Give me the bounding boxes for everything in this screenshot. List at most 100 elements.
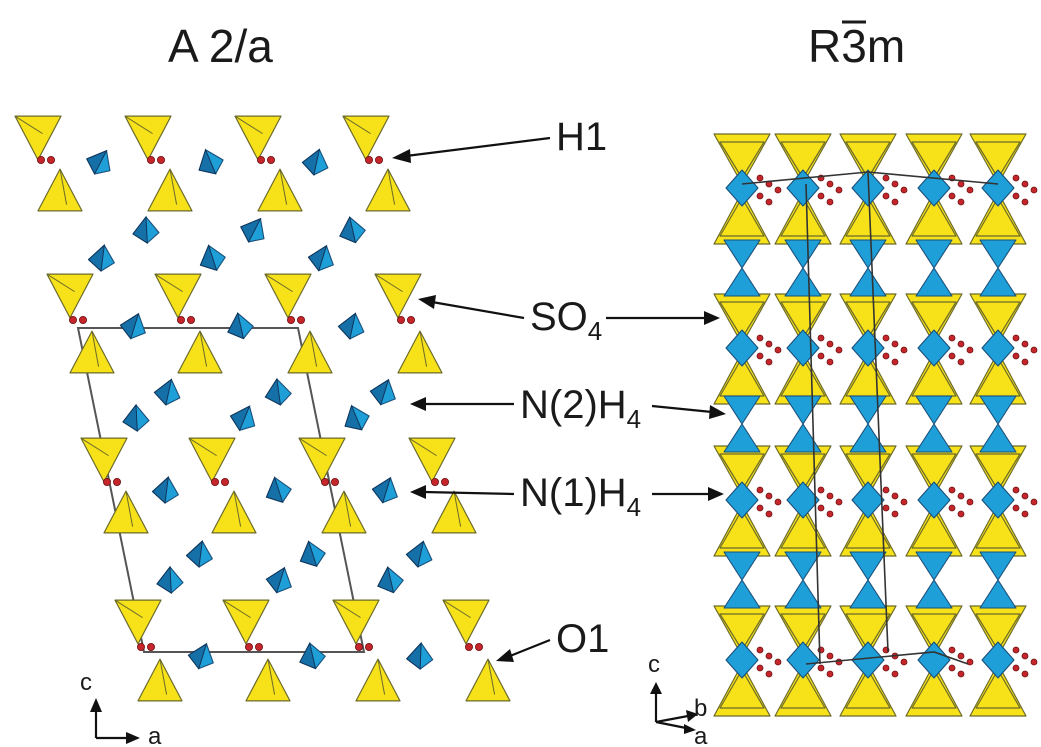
sulfate-face (177, 330, 223, 374)
oxygen-atom (765, 198, 773, 206)
ammonium-face (915, 267, 953, 297)
oxygen-atom (37, 155, 46, 164)
sulfate-edge (222, 599, 251, 619)
sulfate-face (365, 168, 411, 212)
oxygen-atom (440, 477, 449, 486)
ammonium-face (917, 481, 951, 519)
sulfate-face (69, 330, 115, 374)
oxygen-atom (765, 670, 773, 678)
sulfate-edge (377, 659, 386, 695)
right-title-bar-digit: 3 (841, 20, 867, 72)
sulfate-face (780, 613, 826, 651)
right-axis-a-label: a (694, 723, 708, 747)
sulfate-tetrahedron (147, 168, 193, 212)
ammonium-tetrahedron (371, 476, 398, 504)
sulfate-tetrahedron (332, 599, 380, 645)
oxygen-atom (756, 352, 764, 360)
sulfate-tetrahedron (245, 658, 291, 702)
oxygen-atom (948, 646, 956, 654)
oxygen-atom (1021, 180, 1029, 188)
sulfate-edge (188, 437, 217, 457)
oxygen-atom (891, 358, 899, 366)
sulfate-face (911, 613, 957, 651)
right-title: R3m (808, 20, 905, 72)
sulfate-face (321, 490, 367, 534)
ammonium-face (784, 551, 822, 581)
right-polyhedra-columns (713, 133, 1027, 717)
oxygen-atom (957, 358, 965, 366)
oxygen-atom (891, 198, 899, 206)
sulfate-face (780, 141, 826, 179)
sulfate-face (975, 453, 1021, 491)
oxygen-pair (320, 477, 339, 486)
ammonium-shade (119, 312, 140, 340)
right-axis-c-head (650, 682, 662, 694)
sulfate-face (845, 509, 891, 549)
oxygen-atom (69, 315, 78, 324)
ammonium-face (979, 395, 1017, 425)
ammonium-face (981, 329, 1015, 367)
ammonium-shade (371, 476, 392, 504)
ammonium-shade (199, 243, 218, 271)
left-sulfate-tetrahedra (14, 115, 511, 702)
oxygen-atom (1021, 510, 1029, 518)
oxygen-pair (430, 477, 449, 486)
ammonium-face (725, 641, 759, 679)
ammonium-tetrahedron (132, 215, 160, 244)
sulfate-face (719, 141, 765, 179)
sulfate-edge (46, 273, 75, 293)
oxygen-atom (210, 477, 219, 486)
ammonium-face (723, 395, 761, 425)
oxygen-pair (256, 155, 275, 164)
ammonium-tetrahedron (227, 311, 254, 340)
sulfate-tetrahedron (137, 658, 183, 702)
ammonium-shade (87, 243, 105, 273)
sulfate-tetrahedron (397, 330, 443, 374)
sulfate-face (975, 141, 1021, 179)
sulfate-face (911, 141, 957, 179)
label-o1-text: O1 (556, 617, 609, 661)
sulfate-face (911, 669, 957, 709)
oxygen-atom (296, 315, 305, 324)
ammonium-face (979, 267, 1017, 297)
oxygen-atom (948, 352, 956, 360)
sulfate-face (780, 197, 826, 237)
sulfate-tetrahedron (114, 599, 162, 645)
sulfate-face (147, 168, 193, 212)
ammonium-shade (339, 215, 357, 244)
sulfate-tetrahedron (257, 168, 303, 212)
n1h4-sub: 4 (627, 492, 641, 522)
ammonium-shade (122, 403, 138, 432)
ammonium-shade (377, 565, 395, 594)
oxygen-atom (826, 510, 834, 518)
oxygen-atom (256, 155, 265, 164)
oxygen-atom (765, 652, 773, 660)
sulfate-face (46, 273, 94, 319)
sulfate-face (719, 509, 765, 549)
oxygen-atom (1021, 670, 1029, 678)
ammonium-face (723, 267, 761, 297)
sulfate-edge (264, 273, 293, 293)
ammonium-tetrahedron (240, 217, 265, 243)
sulfate-tetrahedron (287, 330, 333, 374)
ammonium-shade (86, 149, 108, 175)
oxygen-atom (186, 315, 195, 324)
oxygen-pair (210, 477, 229, 486)
arrowhead-so4-left (418, 295, 436, 309)
ammonium-face (725, 481, 759, 519)
ammonium-face (981, 641, 1015, 679)
sulfate-tetrahedron (465, 658, 511, 702)
sulfate-face (114, 599, 162, 645)
sulfate-tetrahedron (355, 658, 401, 702)
oxygen-atom (948, 664, 956, 672)
polyhedra-column (713, 133, 771, 717)
sulfate-edge (80, 437, 109, 457)
oxygen-atom (882, 352, 890, 360)
sulfate-tetrahedron (234, 115, 282, 161)
sulfate-face (332, 599, 380, 645)
arrow-n1h4-left (423, 490, 515, 496)
oxygen-atom (891, 492, 899, 500)
oxygen-atom (136, 643, 145, 652)
sulfate-face (257, 168, 303, 212)
sulfate-face (975, 613, 1021, 651)
